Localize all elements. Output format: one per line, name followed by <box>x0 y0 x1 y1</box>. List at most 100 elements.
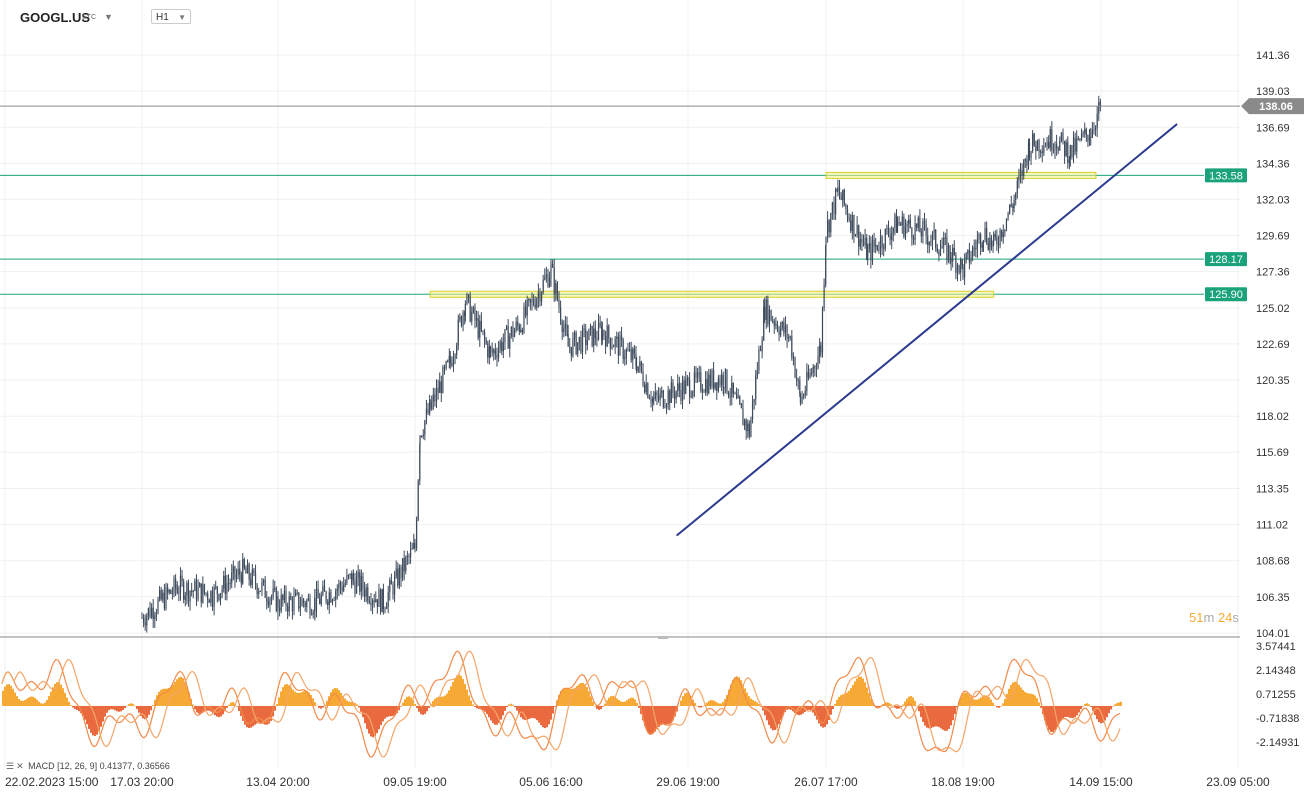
candle-body <box>521 329 523 333</box>
macd-histogram-bar <box>294 691 296 706</box>
macd-histogram-bar <box>110 705 112 710</box>
macd-histogram-bar <box>124 705 126 709</box>
macd-histogram-bar <box>24 700 26 706</box>
candle-body <box>173 578 175 594</box>
macd-histogram-bar <box>298 692 300 706</box>
candle-body <box>429 399 431 410</box>
symbol-name[interactable]: GOOGL.US <box>20 10 91 25</box>
macd-histogram-bar <box>346 700 348 706</box>
macd-histogram-bar <box>806 705 808 711</box>
pane-divider[interactable] <box>0 636 1240 639</box>
macd-histogram-bar <box>144 705 146 720</box>
candle-body <box>1041 151 1043 154</box>
candle-body <box>944 237 946 239</box>
candle-body <box>411 548 413 550</box>
macd-histogram-bar <box>1118 702 1120 706</box>
candle-body <box>1080 133 1083 141</box>
candle-body <box>1072 137 1075 157</box>
candle-body <box>223 575 225 589</box>
macd-histogram-bar <box>166 688 168 706</box>
candle-body <box>906 223 908 227</box>
macd-histogram-bar <box>280 691 282 706</box>
candle-body <box>572 338 574 356</box>
candle-body <box>215 586 217 588</box>
candle-body <box>226 583 228 595</box>
macd-histogram-bar <box>518 705 520 715</box>
candle-body <box>494 349 496 355</box>
candle-body <box>328 592 330 606</box>
candle-body <box>669 390 671 403</box>
candle-body <box>617 336 619 356</box>
macd-histogram-bar <box>634 699 636 706</box>
candle-body <box>632 348 634 361</box>
macd-histogram-bar <box>1008 688 1010 706</box>
candle-body <box>665 404 668 408</box>
macd-histogram-bar <box>1024 691 1026 706</box>
candle-body <box>949 245 951 258</box>
macd-histogram-bar <box>446 693 448 706</box>
macd-histogram-bar <box>490 705 492 721</box>
candle-body <box>709 374 711 387</box>
candle-body <box>1038 140 1040 152</box>
macd-histogram-bar <box>290 687 292 706</box>
macd-histogram-bar <box>530 705 532 719</box>
macd-axis[interactable]: 3.57441 2.14348 0.71255 -0.71838 -2.14931 <box>1256 641 1299 749</box>
candle-body <box>528 299 530 301</box>
macd-histogram-bar <box>432 701 434 706</box>
candle-body <box>460 316 463 326</box>
timeframe-select[interactable]: H1 ▼ <box>151 9 191 24</box>
candle-body <box>724 369 726 389</box>
level-badge-label: 128.17 <box>1209 254 1243 266</box>
candle-body <box>686 378 688 380</box>
candle-body <box>636 365 638 372</box>
settings-icon[interactable]: ☰ <box>6 761 15 771</box>
candle-body <box>544 277 546 280</box>
candle-body <box>443 367 446 369</box>
candle-body <box>493 349 495 353</box>
price-axis[interactable]: 141.36 139.03 136.69 134.36 132.03 129.69 127.… <box>1256 50 1290 640</box>
candle-body <box>1007 213 1009 219</box>
chevron-down-icon[interactable]: ▼ <box>104 12 113 22</box>
macd-histogram-bar <box>586 687 588 706</box>
candle-body <box>756 370 758 376</box>
candle-body <box>320 594 322 604</box>
candle-body <box>355 577 358 594</box>
candle-body <box>482 330 484 332</box>
candle-body <box>187 582 190 602</box>
macd-histogram-bar <box>252 705 254 727</box>
time-axis[interactable]: 22.02.2023 15:00 17.03 20:00 13.04 20:00 09… <box>5 775 1270 789</box>
candle-body <box>976 239 978 250</box>
candle-body <box>191 590 193 592</box>
candle-body <box>837 187 839 191</box>
candle-body <box>1046 141 1048 147</box>
candle-body <box>499 341 501 349</box>
candle-body <box>781 321 783 328</box>
candle-body <box>280 595 282 611</box>
macd-histogram-bar <box>122 705 124 711</box>
macd-histogram-bar <box>198 705 200 714</box>
macd-histogram-bar <box>514 705 516 708</box>
candle-body <box>1005 218 1008 230</box>
trendline[interactable] <box>675 123 1178 537</box>
candle-body <box>701 390 703 393</box>
candle-body <box>1040 151 1042 153</box>
macd-histogram-bar <box>646 705 648 731</box>
candle-body <box>203 584 206 593</box>
macd-histogram-bar <box>406 696 408 706</box>
candle-body <box>879 236 882 251</box>
candle-body <box>162 592 164 600</box>
macd-histogram-bar <box>526 705 528 720</box>
candle-body <box>360 575 362 592</box>
candle-body <box>1084 128 1086 134</box>
candle-body <box>282 595 284 601</box>
macd-histogram-bar <box>734 677 736 706</box>
candle-body <box>556 283 558 300</box>
close-icon[interactable]: ✕ <box>16 761 24 771</box>
candle-body <box>385 606 388 609</box>
candle-body <box>480 320 482 331</box>
candle-body <box>513 330 516 337</box>
macd-histogram-bar <box>1040 705 1042 708</box>
macd-histogram-bar <box>742 684 744 706</box>
macd-histogram-bar <box>902 704 904 706</box>
